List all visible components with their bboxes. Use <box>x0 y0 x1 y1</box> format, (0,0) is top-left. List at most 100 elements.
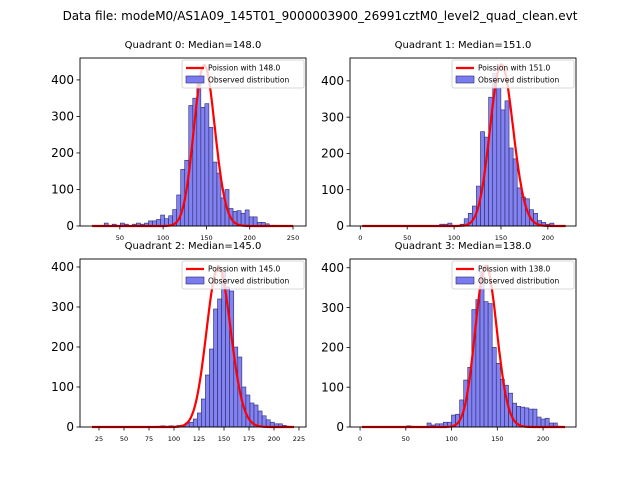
xtick-label: 100 <box>445 435 457 443</box>
legend-bar-swatch <box>185 276 205 285</box>
legend-label-poisson: Poission with 148.0 <box>208 64 281 73</box>
xtick-label: 50 <box>403 234 411 242</box>
panel-title: Quadrant 1: Median=151.0 <box>395 40 532 51</box>
legend-box <box>181 59 305 89</box>
ytick-label: 200 <box>321 341 344 355</box>
ytick-label: 200 <box>51 146 74 160</box>
ytick-label: 100 <box>51 183 74 197</box>
histogram-bar <box>532 408 538 428</box>
xtick-label: 250 <box>287 234 299 242</box>
histogram-bar <box>540 418 546 428</box>
xtick-label: 0 <box>358 435 362 443</box>
ytick-label: 300 <box>321 110 344 124</box>
ytick-label: 0 <box>66 420 74 434</box>
ytick-label: 100 <box>51 380 74 394</box>
histogram-bar <box>201 398 206 428</box>
histogram-bar <box>544 417 550 428</box>
histogram-bars <box>406 271 562 428</box>
legend-bar-swatch <box>185 75 205 84</box>
figure-suptitle: Data file: modeM0/AS1A09_145T01_90000039… <box>63 9 578 23</box>
poisson-curve <box>91 265 295 429</box>
xtick-label: 200 <box>537 435 549 443</box>
legend-box <box>451 260 575 290</box>
histogram-bar <box>212 161 218 227</box>
xtick-label: 200 <box>542 234 554 242</box>
panel-quadrant-0: Quadrant 0: Median=148.0 0 100 200 300 400 50 1… <box>51 40 307 242</box>
ytick-label: 400 <box>51 73 74 87</box>
histogram-bar <box>217 298 222 428</box>
axes-frame <box>79 258 307 428</box>
ytick-label: 0 <box>336 420 344 434</box>
legend-label-observed: Observed distribution <box>208 277 289 286</box>
histogram-bar <box>208 127 214 227</box>
xtick-label: 0 <box>358 234 362 242</box>
axes-frame <box>79 57 307 227</box>
panel-title: Quadrant 3: Median=138.0 <box>395 241 532 252</box>
legend-label-observed: Observed distribution <box>208 76 289 85</box>
histogram-bar <box>500 109 506 227</box>
xtick-label: 125 <box>193 435 205 443</box>
histogram-bar <box>520 406 526 428</box>
histogram-bar <box>483 301 489 428</box>
histogram-bar <box>495 363 501 428</box>
xtick-label: 150 <box>218 435 230 443</box>
panel-quadrant-3: Quadrant 3: Median=138.0 0 100 200 300 400 0 50… <box>321 241 577 443</box>
xtick-label: 150 <box>200 234 212 242</box>
legend-label-observed: Observed distribution <box>478 76 559 85</box>
histogram-bar <box>504 100 510 227</box>
histogram-bar <box>528 408 534 428</box>
xtick-label: 100 <box>448 234 460 242</box>
legend-label-observed: Observed distribution <box>478 277 559 286</box>
xtick-label: 100 <box>157 234 169 242</box>
poisson-curve <box>362 63 566 228</box>
histogram-bar <box>508 147 514 227</box>
legend: Poission with 145.0 Observed distribution <box>181 260 305 290</box>
ytick-label: 300 <box>321 301 344 315</box>
panel-title: Quadrant 0: Median=148.0 <box>125 40 262 51</box>
xtick-label: 150 <box>495 234 507 242</box>
legend-bar-swatch <box>455 276 475 285</box>
histogram-bars <box>156 270 291 428</box>
legend-label-poisson: Poission with 145.0 <box>208 265 281 274</box>
xtick-label: 150 <box>491 435 503 443</box>
legend: Poission with 148.0 Observed distribution <box>181 59 305 89</box>
histogram-bar <box>536 416 542 428</box>
ytick-label: 300 <box>51 300 74 314</box>
legend-bar-swatch <box>455 75 475 84</box>
ytick-label: 400 <box>51 260 74 274</box>
panel-quadrant-1: Quadrant 1: Median=151.0 0 100 200 300 400 0 50… <box>321 40 577 242</box>
ytick-label: 300 <box>51 110 74 124</box>
xtick-label: 100 <box>168 435 180 443</box>
histogram-bar <box>205 374 210 428</box>
ytick-label: 200 <box>321 147 344 161</box>
xtick-label: 50 <box>116 234 124 242</box>
xtick-label: 200 <box>268 435 280 443</box>
histogram-bar <box>487 303 493 428</box>
histogram-bar <box>261 415 267 428</box>
axes-frame <box>349 258 577 428</box>
histogram-bar <box>213 308 218 428</box>
xtick-label: 50 <box>402 435 410 443</box>
histogram-bar <box>479 271 485 428</box>
ytick-label: 100 <box>321 380 344 394</box>
histogram-bar <box>252 216 258 227</box>
ytick-label: 0 <box>336 219 344 233</box>
ytick-label: 400 <box>321 74 344 88</box>
panel-title: Quadrant 2: Median=145.0 <box>125 241 262 252</box>
histogram-bar <box>496 87 502 227</box>
xtick-label: 200 <box>244 234 256 242</box>
ytick-label: 0 <box>66 219 74 233</box>
histogram-bar <box>245 394 251 428</box>
histogram-bar <box>491 347 497 428</box>
histogram-bar <box>188 421 194 428</box>
legend: Poission with 138.0 Observed distribution <box>451 260 575 290</box>
histogram-bar <box>257 410 263 428</box>
histogram-bar <box>229 290 235 428</box>
histogram-bar <box>244 209 250 227</box>
panel-quadrant-2: Quadrant 2: Median=145.0 0 100 200 300 400 25 5… <box>51 241 307 443</box>
xtick-label: 50 <box>120 435 128 443</box>
legend-box <box>451 59 575 89</box>
legend-box <box>181 260 305 290</box>
xtick-label: 75 <box>145 435 153 443</box>
histogram-bar <box>524 407 530 428</box>
